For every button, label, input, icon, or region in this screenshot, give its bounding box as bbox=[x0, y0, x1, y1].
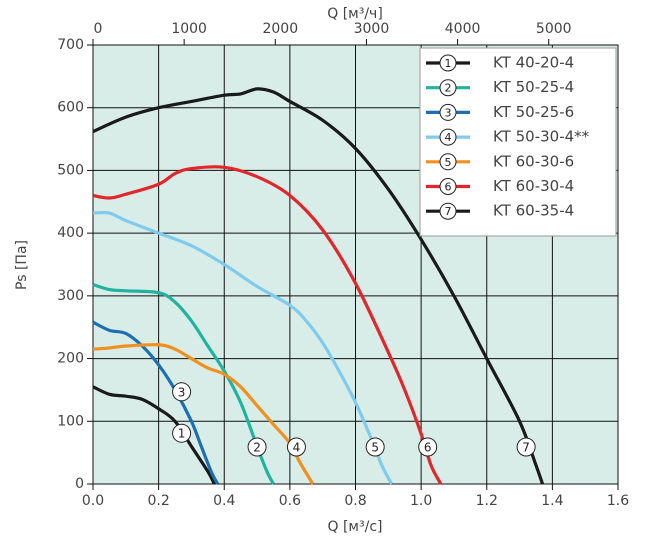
y-tick-label: 600 bbox=[57, 100, 84, 116]
y-tick-label: 200 bbox=[57, 351, 84, 367]
curve-marker-label: 6 bbox=[424, 440, 432, 454]
legend-label: KT 60-35-4 bbox=[493, 202, 574, 220]
y-tick-label: 0 bbox=[75, 476, 84, 492]
legend-label: KT 60-30-4 bbox=[493, 177, 574, 195]
series-line bbox=[92, 385, 216, 485]
x-tick-label: 0.4 bbox=[213, 493, 235, 509]
y-tick-label: 400 bbox=[57, 225, 84, 241]
legend-label: KT 40-20-4 bbox=[493, 54, 574, 72]
series-line bbox=[92, 87, 545, 485]
legend-marker-label: 6 bbox=[445, 181, 452, 194]
curve-marker-label: 7 bbox=[522, 440, 530, 454]
y-axis-label: Ps [Па] bbox=[14, 240, 30, 290]
x-tick-label: 0.0 bbox=[82, 493, 104, 509]
legend-marker-label: 3 bbox=[445, 106, 452, 119]
legend-marker-label: 4 bbox=[445, 131, 452, 144]
x-axis-label: Q [м³/с] bbox=[328, 519, 383, 535]
x-tick-label: 1.2 bbox=[476, 493, 498, 509]
curve-marker bbox=[172, 382, 192, 402]
legend-label: KT 60-30-6 bbox=[493, 152, 574, 170]
legend-marker-label: 5 bbox=[445, 156, 452, 169]
legend-label: KT 50-25-4 bbox=[493, 78, 574, 96]
curve-marker-label: 5 bbox=[371, 440, 379, 454]
y-tick-label: 300 bbox=[57, 288, 84, 304]
curve-marker bbox=[516, 437, 536, 457]
legend-marker-label: 1 bbox=[445, 57, 452, 70]
x-tick-label: 1.6 bbox=[607, 493, 629, 509]
legend-marker bbox=[439, 128, 457, 146]
curve-marker bbox=[172, 423, 192, 443]
legend-marker bbox=[439, 79, 457, 97]
legend-marker bbox=[439, 153, 457, 171]
series-line bbox=[92, 165, 443, 485]
y-tick-label: 500 bbox=[57, 162, 84, 178]
legend-marker bbox=[439, 103, 457, 121]
x2-tick-label: 3000 bbox=[354, 21, 390, 37]
x2-tick-label: 4000 bbox=[445, 21, 481, 37]
legend-label: KT 50-25-6 bbox=[493, 103, 574, 121]
legend-marker-label: 2 bbox=[445, 82, 452, 95]
curve-marker-label: 3 bbox=[178, 385, 186, 399]
x-tick-label: 0.8 bbox=[344, 493, 366, 509]
curve-marker bbox=[418, 437, 438, 457]
curve-marker-label: 4 bbox=[293, 440, 301, 454]
x-tick-label: 0.6 bbox=[279, 493, 301, 509]
legend-marker-label: 7 bbox=[445, 205, 452, 218]
x2-tick-label: 0 bbox=[94, 21, 103, 37]
legend: 1 KT 40-20-4 2 KT 50-25-4 3 KT 50-25-6 4 KT 50-… bbox=[419, 47, 617, 237]
x2-axis-label: Q [м³/ч] bbox=[327, 6, 383, 22]
curve-marker bbox=[247, 437, 267, 457]
x-tick-label: 1.4 bbox=[541, 493, 563, 509]
curve-marker-label: 2 bbox=[253, 440, 261, 454]
y-tick-label: 700 bbox=[57, 37, 84, 53]
curve-marker-label: 1 bbox=[178, 427, 186, 441]
legend-marker bbox=[439, 54, 457, 72]
y-tick-label: 100 bbox=[57, 413, 84, 429]
x-tick-label: 1.0 bbox=[410, 493, 432, 509]
plot-frame bbox=[92, 44, 619, 485]
curve-marker bbox=[286, 437, 306, 457]
x2-tick-label: 5000 bbox=[536, 21, 572, 37]
legend-label: KT 50-30-4** bbox=[493, 128, 590, 146]
curve-marker bbox=[365, 437, 385, 457]
legend-marker bbox=[439, 178, 457, 195]
x-tick-label: 0.2 bbox=[147, 493, 169, 509]
x2-tick-label: 2000 bbox=[262, 21, 298, 37]
series-line bbox=[92, 210, 394, 485]
series-line bbox=[92, 320, 220, 485]
x2-tick-label: 1000 bbox=[171, 21, 207, 37]
legend-marker bbox=[439, 202, 457, 220]
